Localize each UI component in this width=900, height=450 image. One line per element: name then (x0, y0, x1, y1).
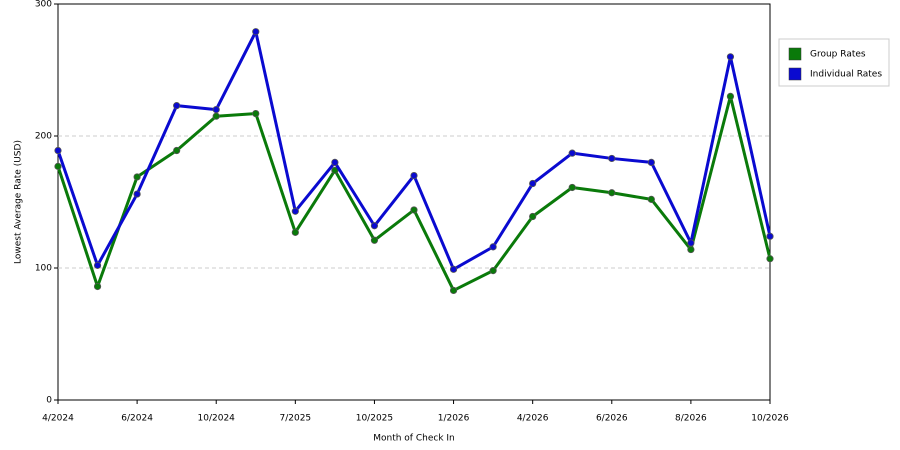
x-tick-label: 6/2024 (121, 414, 153, 424)
legend-label: Individual Rates (810, 70, 882, 80)
x-tick-label: 10/2024 (198, 414, 236, 424)
data-point (568, 183, 576, 192)
data-point (449, 265, 458, 273)
data-point (410, 172, 418, 180)
y-tick-label: 100 (35, 264, 52, 274)
data-point (133, 173, 141, 181)
data-point (54, 162, 62, 170)
data-point (252, 109, 260, 118)
data-point (489, 267, 497, 275)
data-point (212, 106, 220, 114)
x-tick-label: 8/2026 (675, 414, 707, 424)
data-point (726, 92, 735, 101)
data-point (766, 232, 774, 240)
y-tick-label: 0 (46, 396, 52, 406)
legend-label: Group Rates (810, 50, 866, 60)
x-tick-label: 10/2025 (356, 414, 393, 424)
data-point (410, 206, 418, 214)
y-tick-label: 200 (35, 132, 52, 142)
data-point (370, 236, 379, 244)
data-point (608, 154, 616, 163)
data-point (766, 255, 774, 263)
data-point (647, 195, 655, 203)
data-point (568, 149, 576, 157)
data-point (291, 228, 299, 236)
x-tick-label: 4/2026 (517, 414, 549, 424)
data-point (726, 53, 735, 61)
data-point (647, 158, 655, 166)
data-point (687, 245, 695, 254)
y-axis-title: Lowest Average Rate (USD) (14, 140, 24, 264)
data-point (93, 261, 102, 269)
x-tick-label: 10/2026 (751, 414, 789, 424)
data-point (93, 282, 102, 291)
data-point (133, 190, 141, 198)
legend-swatch (788, 47, 802, 61)
data-point (449, 286, 458, 295)
x-axis-title: Month of Check In (373, 434, 455, 444)
data-point (252, 28, 260, 36)
data-point (529, 179, 537, 188)
data-point (608, 189, 616, 197)
data-point (173, 102, 181, 110)
data-point (291, 207, 299, 215)
data-point (687, 239, 695, 247)
x-tick-label: 7/2025 (279, 414, 311, 424)
data-point (331, 158, 339, 166)
legend-swatch (788, 67, 802, 81)
plot-frame (57, 3, 771, 401)
data-point (489, 243, 497, 251)
data-point (212, 112, 220, 120)
y-tick-label: 300 (35, 0, 52, 10)
x-tick-label: 1/2026 (438, 414, 470, 424)
x-tick-label: 6/2026 (596, 414, 628, 424)
data-point (54, 146, 62, 155)
data-point (529, 212, 537, 221)
x-tick-label: 4/2024 (42, 414, 74, 424)
data-point (370, 222, 379, 230)
data-point (173, 146, 181, 155)
